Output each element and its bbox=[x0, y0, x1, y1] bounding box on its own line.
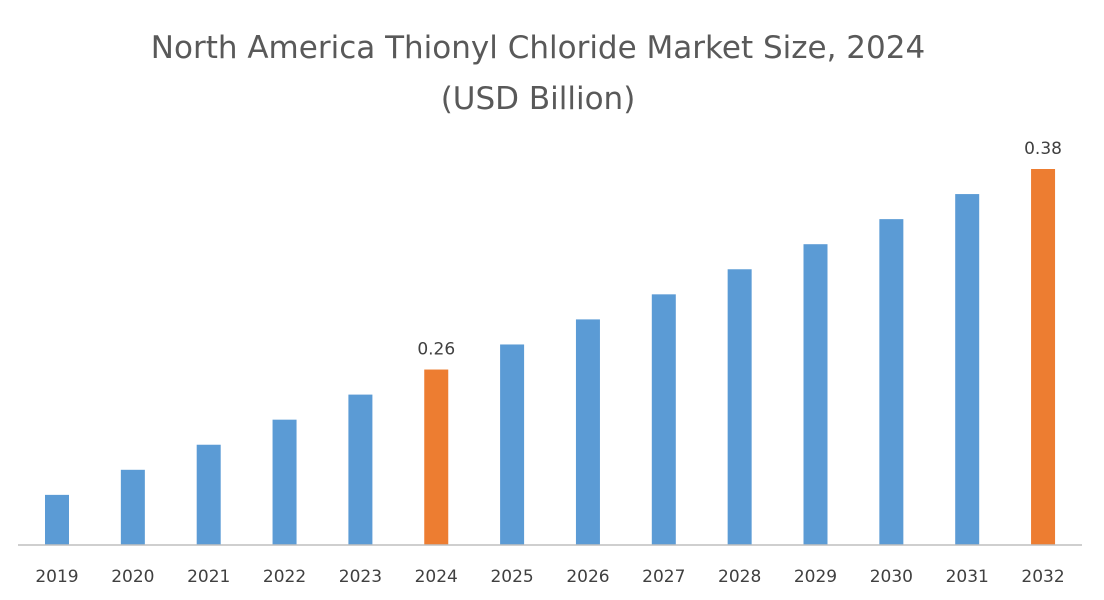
bar-2024 bbox=[424, 369, 449, 545]
x-tick-label: 2027 bbox=[642, 567, 685, 587]
x-tick-label: 2023 bbox=[339, 567, 382, 587]
bar-2032 bbox=[1031, 169, 1056, 545]
bar-2027 bbox=[651, 294, 676, 545]
x-tick-label: 2021 bbox=[187, 567, 230, 587]
chart-title: North America Thionyl Chloride Market Si… bbox=[151, 30, 925, 66]
x-tick-label: 2020 bbox=[111, 567, 154, 587]
bar-2031 bbox=[955, 194, 980, 546]
bar-2022 bbox=[272, 419, 297, 545]
x-tick-label: 2030 bbox=[870, 567, 913, 587]
data-label-2032: 0.38 bbox=[1024, 139, 1062, 159]
bar-2030 bbox=[879, 219, 904, 545]
x-tick-label: 2025 bbox=[490, 567, 533, 587]
bar-2028 bbox=[727, 269, 752, 545]
x-tick-label: 2028 bbox=[718, 567, 761, 587]
chart-subtitle: (USD Billion) bbox=[441, 81, 636, 117]
x-tick-label: 2026 bbox=[566, 567, 609, 587]
x-tick-label: 2024 bbox=[415, 567, 458, 587]
x-tick-label: 2019 bbox=[35, 567, 78, 587]
data-label-2024: 0.26 bbox=[417, 340, 455, 360]
x-tick-label: 2031 bbox=[946, 567, 989, 587]
x-tick-label: 2022 bbox=[263, 567, 306, 587]
bar-2026 bbox=[575, 319, 600, 545]
bar-2025 bbox=[500, 344, 525, 545]
bar-2020 bbox=[120, 469, 145, 545]
bar-2021 bbox=[196, 444, 221, 545]
bar-2019 bbox=[45, 494, 69, 545]
bar-2029 bbox=[803, 244, 828, 545]
x-tick-label: 2032 bbox=[1021, 567, 1064, 587]
bar-2023 bbox=[348, 394, 373, 545]
x-tick-label: 2029 bbox=[794, 567, 837, 587]
